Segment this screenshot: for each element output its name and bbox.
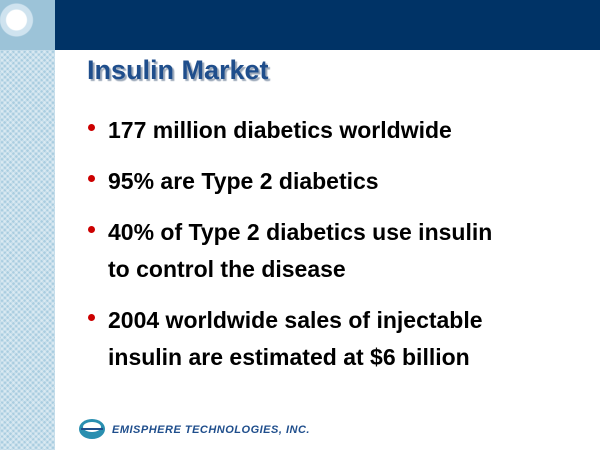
top-bar: [55, 0, 600, 50]
bullet-text: 2004 worldwide sales of injectable: [108, 307, 483, 333]
bullet-item: 177 million diabetics worldwide: [88, 112, 588, 149]
bullet-text: to control the disease: [108, 256, 346, 282]
corner-image: [0, 0, 55, 50]
bullet-marker: [88, 226, 95, 233]
bullet-text: 40% of Type 2 diabetics use insulin: [108, 219, 493, 245]
bullet-text: insulin are estimated at $6 billion: [108, 344, 470, 370]
bullet-marker: [88, 175, 95, 182]
bullet-item: 40% of Type 2 diabetics use insulin to co…: [88, 214, 588, 288]
bullet-text: 95% are Type 2 diabetics: [108, 168, 379, 194]
bullet-item: 95% are Type 2 diabetics: [88, 163, 588, 200]
side-strip: [0, 50, 55, 450]
company-name: EMISPHERE TECHNOLOGIES, INC.: [112, 424, 310, 436]
bullet-item: 2004 worldwide sales of injectable insuli…: [88, 302, 588, 376]
company-logo: [79, 419, 105, 439]
bullet-list: 177 million diabetics worldwide 95% are T…: [88, 112, 588, 390]
bullet-marker: [88, 124, 95, 131]
slide-title: Insulin Market: [87, 55, 269, 85]
bullet-text: 177 million diabetics worldwide: [108, 117, 452, 143]
bullet-marker: [88, 314, 95, 321]
